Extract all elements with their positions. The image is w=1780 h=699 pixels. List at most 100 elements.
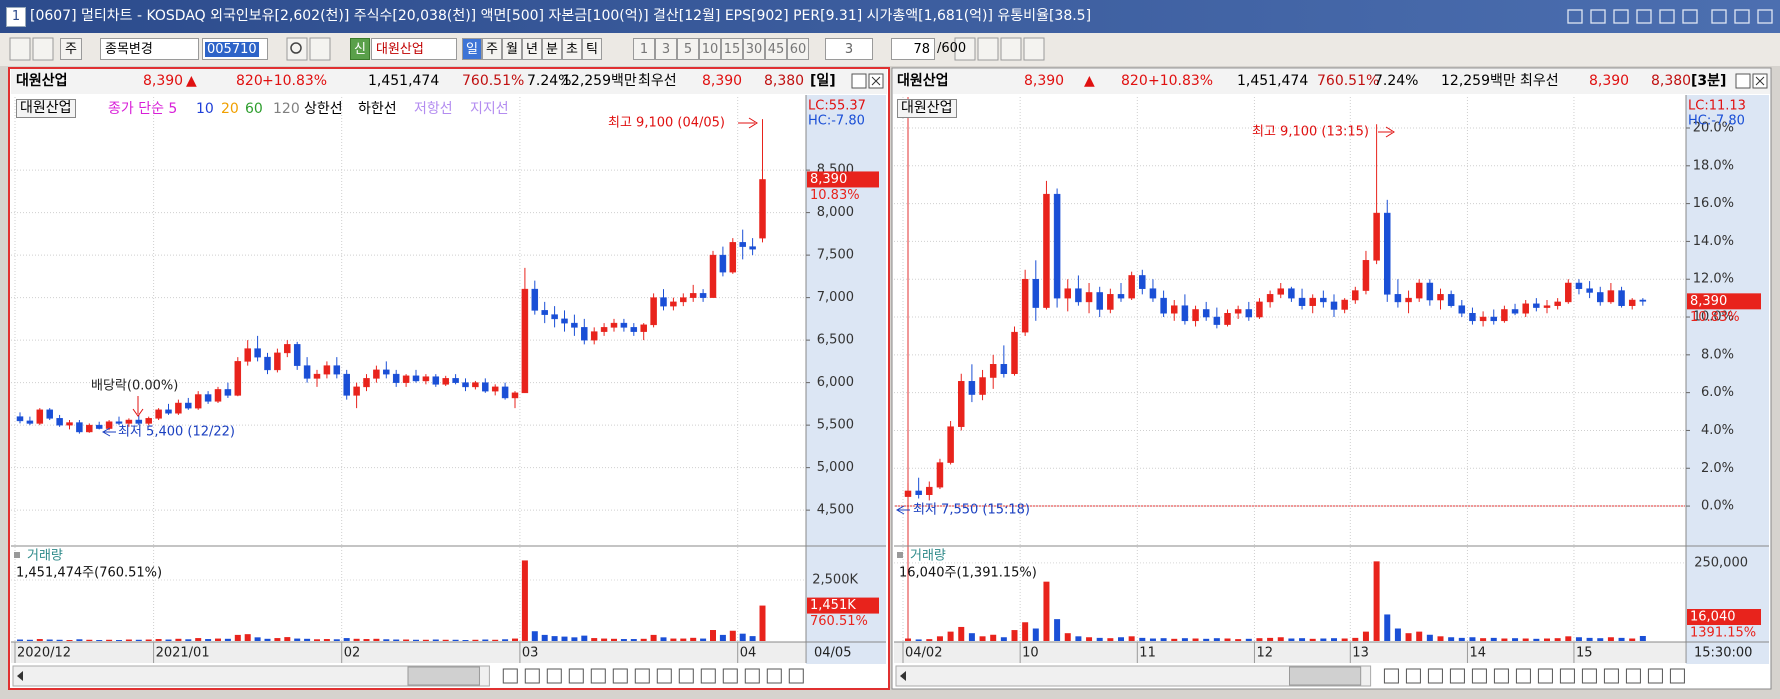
tool-icon <box>612 668 628 684</box>
candle-body <box>1437 294 1444 301</box>
volume-bar <box>915 639 922 641</box>
candle-body <box>1309 297 1316 306</box>
volume-bar <box>1639 635 1646 641</box>
volume-bar <box>195 638 202 641</box>
period-button[interactable]: 주 <box>482 38 502 60</box>
candle-body <box>293 344 301 366</box>
volume-bar <box>1522 638 1529 641</box>
volume-bar <box>432 639 439 641</box>
volume-bar <box>234 634 241 641</box>
tool-icon <box>1625 668 1641 684</box>
candle-body <box>1554 301 1561 306</box>
period-button[interactable]: 일 <box>462 38 482 60</box>
count-input[interactable]: 78 <box>891 38 935 60</box>
volume-bar <box>502 639 509 641</box>
candle-body <box>86 424 93 433</box>
scroll-arrow <box>17 671 23 681</box>
candle-body <box>1415 282 1423 299</box>
period-button[interactable]: 년 <box>522 38 542 60</box>
window-icon[interactable]: 1 <box>6 7 26 27</box>
volume-bar <box>630 639 637 641</box>
legend-item: 저항선 <box>414 101 453 117</box>
interval-button[interactable]: 10 <box>699 38 721 60</box>
interval-button[interactable]: 45 <box>765 38 787 60</box>
y-tick-label: 20.0% <box>1693 121 1734 136</box>
volume-bar <box>1437 636 1444 641</box>
period-button[interactable]: 분 <box>542 38 562 60</box>
volume-bar <box>76 639 83 641</box>
candle-body <box>313 373 321 379</box>
y-tick-label: 16.0% <box>1693 196 1734 211</box>
tool-icon <box>788 668 804 684</box>
period-select[interactable]: 주 <box>60 38 82 60</box>
volume-bar <box>1149 638 1156 641</box>
volume-bar <box>472 639 479 641</box>
candle-body <box>936 462 944 488</box>
volume-bar <box>304 638 311 641</box>
candle-body <box>105 421 113 429</box>
volume-bar <box>1394 628 1401 641</box>
volume-bar <box>116 640 122 641</box>
stock-change[interactable]: 종목변경 <box>100 38 199 60</box>
volume-bar <box>1011 630 1018 641</box>
volume-bar <box>571 637 578 641</box>
header-amount: 12,259백만 <box>1441 73 1516 89</box>
interval-button[interactable]: 5 <box>677 38 699 60</box>
period-button[interactable]: 틱 <box>582 38 602 60</box>
volume-bar <box>96 640 103 641</box>
interval-button[interactable]: 60 <box>787 38 809 60</box>
stock-name-field[interactable]: 대원산업 <box>371 38 457 60</box>
tool-icon <box>766 668 782 684</box>
candle-body <box>1565 282 1572 303</box>
header-change: 820 <box>236 73 263 89</box>
candle-body <box>1320 297 1327 303</box>
scroll-arrow <box>900 671 906 681</box>
volume-bar <box>205 639 212 641</box>
volume-bar <box>1544 638 1550 641</box>
candle-body <box>204 394 212 402</box>
volume-bar <box>1128 636 1135 641</box>
y-tick-label: 4,500 <box>817 503 854 518</box>
period-button[interactable]: 월 <box>502 38 522 60</box>
interval-select[interactable]: 3 <box>825 38 873 60</box>
header-bid: 8,380 <box>764 73 805 89</box>
volume-bar <box>710 630 716 641</box>
candle-body <box>531 288 539 311</box>
volume-bar <box>17 639 23 641</box>
toolbar-icon <box>1000 37 1022 61</box>
code-input[interactable]: 005710 <box>202 38 268 60</box>
candle-body <box>26 420 34 424</box>
candle-body <box>175 402 182 414</box>
volume-bar <box>1384 614 1391 641</box>
tool-icon <box>590 668 606 684</box>
volume-bar <box>1107 638 1114 641</box>
candle-body <box>145 418 152 424</box>
window-button <box>1567 9 1583 24</box>
volume-bar <box>155 639 162 641</box>
interval-button[interactable]: 3 <box>655 38 677 60</box>
header-period: [3분] <box>1691 73 1727 89</box>
period-button[interactable]: 초 <box>562 38 582 60</box>
candle-body <box>274 352 281 371</box>
candle-body <box>1298 297 1306 306</box>
candle-body <box>1522 303 1529 314</box>
legend-item: 지지선 <box>470 101 509 117</box>
tool-icon <box>1493 668 1509 684</box>
candle-body <box>709 254 717 298</box>
candle-body <box>412 375 420 382</box>
candle-body <box>165 409 172 414</box>
header-arrow: ▲ <box>1084 73 1095 89</box>
candle-body <box>1586 288 1593 293</box>
volume-bar <box>56 639 63 641</box>
volume-bar <box>215 638 221 641</box>
y-tick-label: 5,500 <box>817 418 854 433</box>
header-turnover: 7.24% <box>527 73 572 89</box>
volume-bar <box>1341 638 1348 641</box>
candle-body <box>1085 292 1093 303</box>
header-price: 8,390 <box>143 73 184 89</box>
interval-button[interactable]: 15 <box>721 38 743 60</box>
interval-button[interactable]: 30 <box>743 38 765 60</box>
candle-body <box>958 381 965 427</box>
interval-button[interactable]: 1 <box>633 38 655 60</box>
volume-bar <box>1245 638 1252 641</box>
